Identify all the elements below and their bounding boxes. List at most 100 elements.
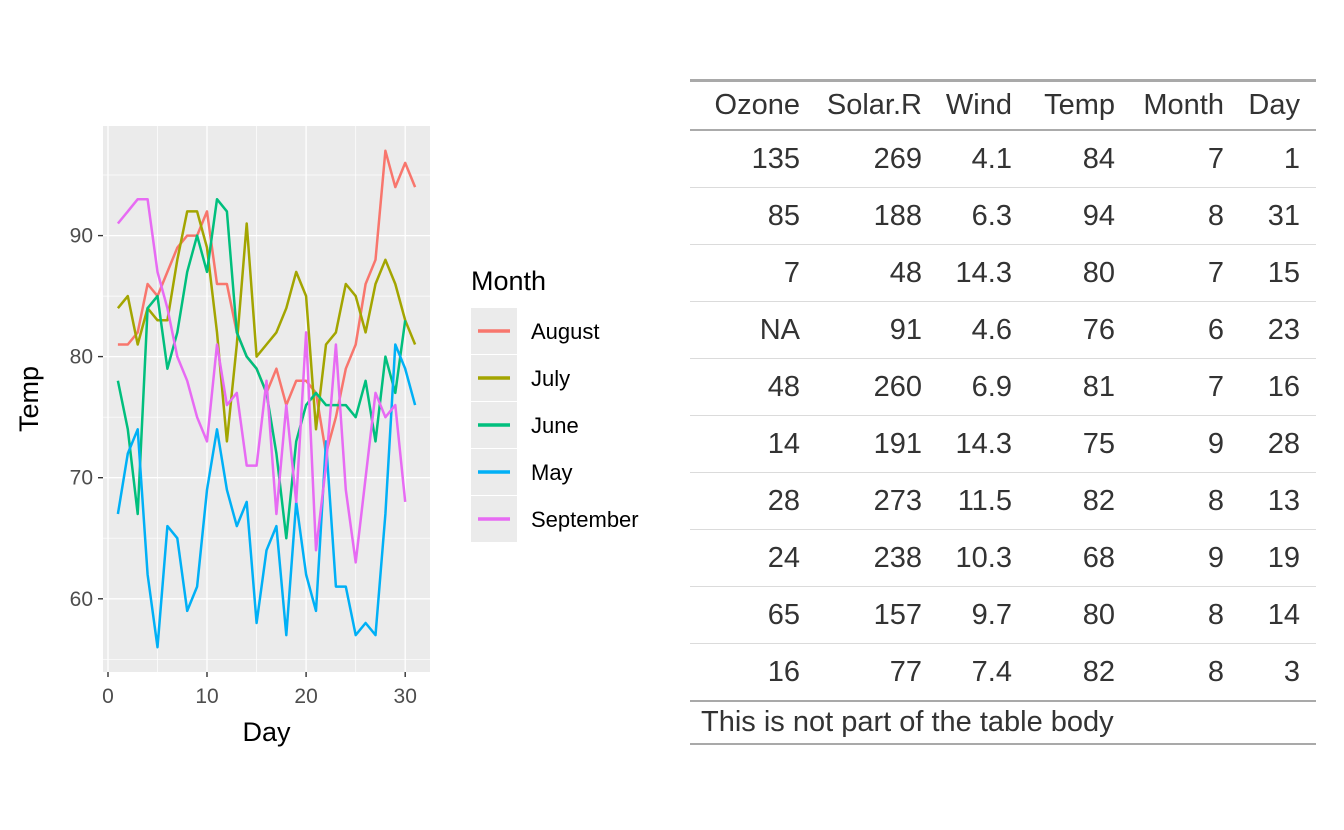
table-cell: 28 — [1240, 415, 1316, 473]
table-cell: 82 — [1028, 643, 1131, 702]
column-header-day: Day — [1240, 80, 1316, 131]
column-header-month: Month — [1131, 80, 1240, 131]
table-cell: 19 — [1240, 529, 1316, 587]
major-gridlines — [103, 126, 430, 672]
table-cell: 80 — [1028, 586, 1131, 644]
column-header-temp: Temp — [1028, 80, 1131, 131]
table-cell: 16 — [1240, 358, 1316, 416]
table-row: 65 157 9.7 80 8 14 — [690, 586, 1316, 644]
table-cell: 1 — [1240, 130, 1316, 188]
legend-label-july: July — [531, 366, 570, 391]
table-cell: 23 — [1240, 301, 1316, 359]
table-cell: 80 — [1028, 244, 1131, 302]
table-cell: 269 — [816, 130, 938, 188]
table-cell: 14.3 — [938, 415, 1028, 473]
table-cell: 16 — [690, 643, 816, 702]
table-row: 14 191 14.3 75 9 28 — [690, 415, 1316, 473]
legend-label-august: August — [531, 319, 600, 344]
table-cell: 65 — [690, 586, 816, 644]
table-cell: 14.3 — [938, 244, 1028, 302]
legend-label-may: May — [531, 460, 573, 485]
table-cell: 9 — [1131, 529, 1240, 587]
table-cell: 82 — [1028, 472, 1131, 530]
x-tick-label: 0 — [102, 685, 114, 708]
series-line-june — [116, 197, 407, 540]
y-tick-label: 60 — [70, 588, 93, 611]
table-cell: 8 — [1131, 472, 1240, 530]
table-cell: 6.9 — [938, 358, 1028, 416]
table-cell: 81 — [1028, 358, 1131, 416]
table-cell: 48 — [816, 244, 938, 302]
table-cell: 85 — [690, 187, 816, 245]
table-cell: 273 — [816, 472, 938, 530]
x-tick-label: 30 — [394, 685, 417, 708]
table-cell: 24 — [690, 529, 816, 587]
table-row: 85 188 6.3 94 8 31 — [690, 187, 1316, 245]
table-cell: 6 — [1131, 301, 1240, 359]
y-tick-label: 70 — [70, 467, 93, 490]
table-cell: 48 — [690, 358, 816, 416]
table-cell: 91 — [816, 301, 938, 359]
airquality-table-wrap: Ozone Solar.R Wind Temp Month Day 135 269 4.1 84… — [690, 79, 1316, 745]
table-cell: NA — [690, 301, 816, 359]
table-footer-note: This is not part of the table body — [690, 701, 1316, 745]
table-cell: 7 — [1131, 130, 1240, 188]
table-row: 7 48 14.3 80 7 15 — [690, 244, 1316, 302]
table-cell: 14 — [1240, 586, 1316, 644]
table-cell: 9 — [1131, 415, 1240, 473]
x-tick-label: 10 — [195, 685, 218, 708]
airquality-table: Ozone Solar.R Wind Temp Month Day 135 269 4.1 84… — [690, 79, 1316, 745]
table-cell: 4.1 — [938, 130, 1028, 188]
table-row: 135 269 4.1 84 7 1 — [690, 130, 1316, 188]
table-cell: 75 — [1028, 415, 1131, 473]
table-cell: 10.3 — [938, 529, 1028, 587]
table-cell: 77 — [816, 643, 938, 702]
series-line-may — [116, 343, 417, 649]
table-cell: 135 — [690, 130, 816, 188]
table-cell: 84 — [1028, 130, 1131, 188]
table-cell: 11.5 — [938, 472, 1028, 530]
table-cell: 31 — [1240, 187, 1316, 245]
table-cell: 7 — [1131, 244, 1240, 302]
legend: Month August July June May September — [471, 266, 639, 542]
table-cell: 68 — [1028, 529, 1131, 587]
column-header-ozone: Ozone — [690, 80, 816, 131]
table-cell: 6.3 — [938, 187, 1028, 245]
legend-label-june: June — [531, 413, 579, 438]
table-cell: 260 — [816, 358, 938, 416]
table-row: NA 91 4.6 76 6 23 — [690, 301, 1316, 359]
x-axis-title: Day — [242, 717, 291, 747]
table-footer-row: This is not part of the table body — [690, 701, 1316, 745]
temp-by-day-chart: 0 10 20 30 60 70 80 90 Day Temp Month August July Jun… — [14, 126, 639, 747]
table-cell: 28 — [690, 472, 816, 530]
column-header-wind: Wind — [938, 80, 1028, 131]
table-cell: 8 — [1131, 643, 1240, 702]
table-cell: 13 — [1240, 472, 1316, 530]
table-cell: 14 — [690, 415, 816, 473]
table-cell: 76 — [1028, 301, 1131, 359]
legend-title: Month — [471, 266, 546, 296]
table-cell: 9.7 — [938, 586, 1028, 644]
table-cell: 157 — [816, 586, 938, 644]
table-row: 16 77 7.4 82 8 3 — [690, 643, 1316, 702]
table-cell: 8 — [1131, 586, 1240, 644]
table-cell: 94 — [1028, 187, 1131, 245]
table-row: 24 238 10.3 68 9 19 — [690, 529, 1316, 587]
y-tick-label: 80 — [70, 346, 93, 369]
y-tick-label: 90 — [70, 225, 93, 248]
legend-label-september: September — [531, 507, 639, 532]
table-cell: 238 — [816, 529, 938, 587]
column-header-solar-r: Solar.R — [816, 80, 938, 131]
axis-tick-marks — [98, 234, 406, 677]
table-cell: 15 — [1240, 244, 1316, 302]
x-tick-label: 20 — [294, 685, 317, 708]
table-header-row: Ozone Solar.R Wind Temp Month Day — [690, 80, 1316, 131]
minor-gridlines — [103, 126, 430, 672]
table-cell: 7.4 — [938, 643, 1028, 702]
series-line-september — [116, 197, 407, 564]
series-line-july — [116, 210, 417, 443]
table-cell: 4.6 — [938, 301, 1028, 359]
table-cell: 191 — [816, 415, 938, 473]
table-cell: 3 — [1240, 643, 1316, 702]
